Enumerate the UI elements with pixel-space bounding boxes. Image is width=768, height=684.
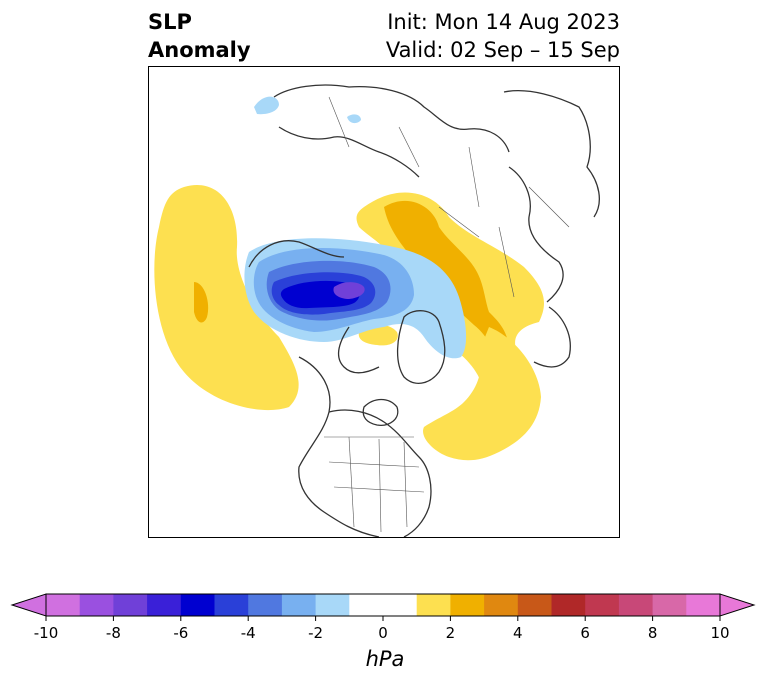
map-svg: [154, 84, 600, 537]
colorbar-tick-label: -6: [173, 624, 188, 642]
colorbar-segment: [214, 594, 249, 616]
colorbar-tick-label: 10: [710, 624, 729, 642]
colorbar-segment: [79, 594, 114, 616]
colorbar-segments: [10, 593, 756, 617]
colorbar-unit-label: hPa: [366, 647, 405, 671]
valid-range-text: Valid: 02 Sep – 15 Sep: [385, 38, 620, 62]
colorbar-tick-label: -4: [241, 624, 256, 642]
colorbar-segment: [484, 594, 519, 616]
colorbar-extend-max: [719, 593, 756, 617]
colorbar-segment: [315, 594, 350, 616]
colorbar-tick-label: -8: [106, 624, 121, 642]
colorbar-segment: [416, 594, 451, 616]
colorbar-segment: [450, 594, 485, 616]
colorbar-segment: [147, 594, 182, 616]
map-subtitle: Init: Mon 14 Aug 2023 Valid: 02 Sep – 15…: [386, 8, 620, 64]
anomaly-low-minimum: [333, 282, 365, 299]
colorbar-segment: [248, 594, 283, 616]
init-date-text: Init: Mon 14 Aug 2023: [387, 10, 620, 34]
colorbar-segment: [349, 594, 384, 616]
colorbar-tick-label: 4: [513, 624, 523, 642]
colorbar-segment: [180, 594, 215, 616]
colorbar-segment: [551, 594, 586, 616]
political-boundaries: [324, 96, 570, 533]
anomaly-pacific-high: [154, 185, 299, 411]
colorbar-tick-label: 8: [648, 624, 658, 642]
colorbar: -10 -8 -6 -4 -2 0 2 4 6 8 10 hPa: [10, 590, 760, 684]
colorbar-segment: [618, 594, 654, 616]
colorbar-ticks: -10 -8 -6 -4 -2 0 2 4 6 8 10: [34, 616, 730, 642]
title-line-2: Anomaly: [148, 38, 251, 62]
colorbar-svg: -10 -8 -6 -4 -2 0 2 4 6 8 10 hPa: [10, 593, 756, 671]
anomaly-low-patch-north: [254, 96, 279, 115]
colorbar-segment: [383, 594, 418, 616]
colorbar-tick-label: -2: [308, 624, 323, 642]
anomaly-low-patch-north-2: [347, 114, 361, 124]
colorbar-segment: [585, 594, 620, 616]
colorbar-segment: [113, 594, 148, 616]
colorbar-segment: [686, 594, 721, 616]
colorbar-segment: [652, 594, 687, 616]
colorbar-extend-min: [10, 593, 47, 617]
colorbar-segment: [281, 594, 317, 616]
colorbar-tick-label: 0: [378, 624, 388, 642]
title-line-1: SLP: [148, 10, 192, 34]
colorbar-tick-label: -10: [34, 624, 59, 642]
map-panel: [148, 66, 620, 538]
anomaly-pacific-high-core: [194, 282, 209, 323]
colorbar-tick-label: 6: [580, 624, 590, 642]
colorbar-segment: [46, 594, 81, 616]
coastlines: [248, 84, 600, 537]
anomaly-atlantic-high: [423, 327, 541, 461]
colorbar-tick-label: 2: [446, 624, 456, 642]
map-title: SLP Anomaly: [148, 8, 251, 64]
colorbar-segment: [517, 594, 552, 616]
